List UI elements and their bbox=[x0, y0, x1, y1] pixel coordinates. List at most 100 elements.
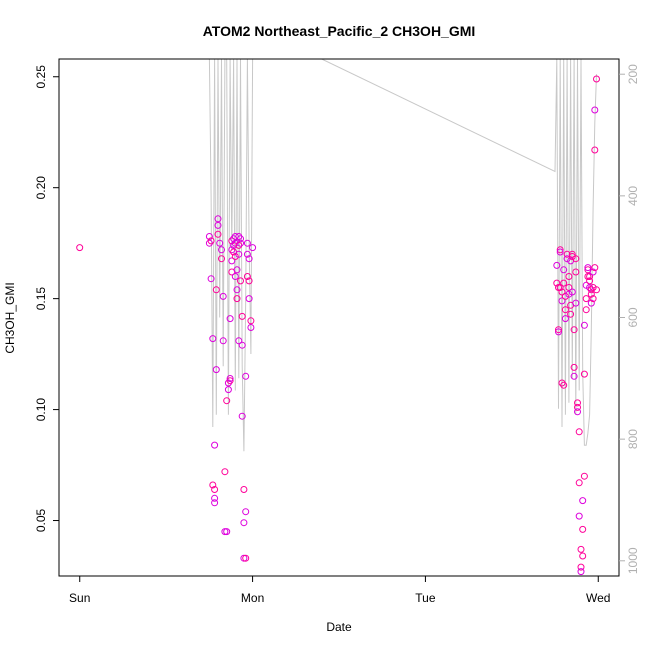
data-point bbox=[231, 253, 239, 260]
data-point bbox=[593, 75, 600, 83]
x-axis: Sun Mon Tue Wed bbox=[69, 576, 610, 605]
data-point bbox=[214, 215, 222, 223]
data-point bbox=[577, 563, 585, 571]
data-point bbox=[589, 295, 597, 303]
data-point bbox=[228, 246, 236, 254]
data-point bbox=[555, 326, 562, 334]
data-point bbox=[235, 337, 243, 345]
data-point bbox=[591, 146, 599, 154]
data-point bbox=[553, 261, 561, 269]
data-point bbox=[228, 257, 236, 265]
data-point bbox=[233, 286, 241, 294]
points-layer bbox=[76, 75, 600, 576]
data-point bbox=[572, 255, 580, 263]
data-point bbox=[219, 337, 227, 345]
data-point bbox=[574, 403, 581, 411]
data-point bbox=[565, 273, 573, 280]
data-point bbox=[228, 237, 236, 245]
data-point bbox=[587, 290, 595, 298]
x-tick-label: Tue bbox=[415, 591, 436, 605]
y-tick-label: 0.10 bbox=[34, 398, 48, 422]
data-point bbox=[226, 377, 234, 385]
data-point bbox=[238, 312, 246, 320]
data-point bbox=[574, 408, 581, 416]
data-point bbox=[568, 250, 576, 258]
data-point bbox=[235, 241, 243, 249]
data-point bbox=[221, 468, 229, 476]
data-point bbox=[579, 497, 587, 505]
data-point bbox=[231, 239, 239, 247]
data-point bbox=[570, 326, 578, 334]
data-point bbox=[237, 235, 244, 243]
data-point bbox=[237, 239, 244, 247]
plot-frame bbox=[58, 58, 620, 577]
data-point bbox=[226, 375, 234, 382]
data-point bbox=[561, 292, 569, 300]
data-point bbox=[582, 306, 590, 314]
data-point bbox=[568, 288, 576, 296]
data-point bbox=[242, 372, 250, 380]
data-point bbox=[238, 341, 246, 349]
data-point bbox=[240, 519, 248, 527]
data-point bbox=[560, 279, 568, 287]
data-point bbox=[212, 286, 220, 294]
data-point bbox=[582, 295, 590, 303]
data-point bbox=[565, 284, 573, 291]
data-point bbox=[211, 499, 219, 507]
chart-title: ATOM2 Northeast_Pacific_2 CH3OH_GMI bbox=[203, 23, 476, 39]
data-point bbox=[580, 321, 588, 329]
data-point bbox=[219, 292, 227, 300]
data-point bbox=[558, 297, 566, 305]
data-point bbox=[570, 363, 578, 371]
y2-tick-label: 400 bbox=[626, 186, 640, 206]
data-point bbox=[218, 255, 225, 263]
data-point bbox=[580, 370, 588, 378]
y-tick-label: 0.15 bbox=[34, 287, 48, 311]
pressure-line bbox=[207, 58, 597, 452]
data-point bbox=[247, 317, 255, 325]
data-point bbox=[587, 299, 595, 307]
data-point bbox=[591, 106, 599, 114]
data-point bbox=[245, 255, 253, 263]
y-tick-label: 0.20 bbox=[34, 176, 48, 200]
data-point bbox=[216, 239, 224, 247]
data-point bbox=[242, 508, 250, 516]
data-point bbox=[214, 221, 222, 229]
data-point bbox=[577, 545, 585, 553]
data-point bbox=[224, 386, 232, 394]
data-point bbox=[218, 246, 225, 254]
data-point bbox=[233, 295, 241, 303]
data-point bbox=[243, 273, 251, 280]
y2-tick-label: 1000 bbox=[626, 547, 640, 574]
data-point bbox=[207, 237, 215, 245]
data-point bbox=[586, 273, 594, 280]
data-point bbox=[233, 266, 241, 274]
right-pressure-axis: 200 400 600 800 1000 bbox=[619, 64, 640, 574]
data-point bbox=[572, 299, 580, 307]
data-point bbox=[223, 397, 231, 405]
data-point bbox=[570, 372, 578, 380]
y2-tick-label: 800 bbox=[626, 429, 640, 449]
data-point bbox=[558, 288, 566, 296]
data-point bbox=[556, 284, 564, 291]
data-point bbox=[243, 250, 251, 258]
data-point bbox=[579, 552, 587, 560]
y2-tick-label: 200 bbox=[626, 64, 640, 84]
y-axis: 0.05 0.10 0.15 0.20 0.25 bbox=[34, 65, 59, 532]
data-point bbox=[568, 253, 576, 260]
data-point bbox=[245, 277, 253, 285]
data-point bbox=[553, 279, 561, 287]
data-point bbox=[579, 525, 587, 533]
data-point bbox=[572, 268, 580, 276]
data-point bbox=[209, 481, 217, 489]
y-tick-label: 0.05 bbox=[34, 508, 48, 532]
data-point bbox=[207, 275, 215, 283]
data-point bbox=[575, 428, 583, 436]
data-point bbox=[586, 277, 594, 285]
data-point bbox=[76, 244, 84, 252]
data-point bbox=[249, 244, 257, 252]
data-point bbox=[558, 379, 566, 387]
data-point bbox=[577, 568, 585, 576]
data-point bbox=[587, 286, 595, 294]
